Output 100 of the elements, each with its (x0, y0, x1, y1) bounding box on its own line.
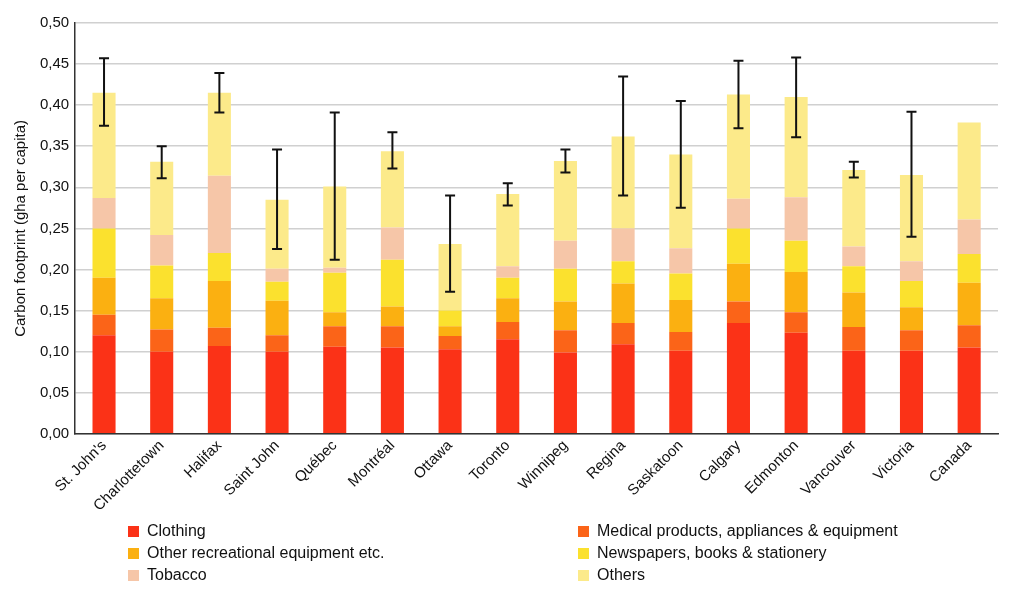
y-tick-label: 0,05 (39, 382, 70, 400)
bar (265, 335, 289, 352)
bar (726, 94, 750, 199)
bar (496, 339, 520, 434)
bar (265, 351, 289, 434)
bar (784, 312, 808, 333)
bar (496, 193, 520, 267)
bar (150, 329, 174, 352)
y-tick-label: 0,25 (39, 218, 70, 236)
bar (669, 350, 693, 434)
bar (207, 327, 231, 346)
bar (380, 151, 404, 228)
bar (726, 228, 750, 264)
bar (92, 335, 116, 434)
bar (207, 253, 231, 281)
y-tick-label: 0,10 (39, 341, 70, 359)
bar (323, 312, 347, 327)
bar (380, 227, 404, 260)
bar (669, 154, 693, 249)
legend-label: Other recreational equipment etc. (147, 543, 385, 563)
bar (553, 330, 577, 353)
bar (784, 197, 808, 241)
y-tick-label: 0,40 (39, 95, 70, 113)
legend-label: Newspapers, books & stationery (597, 543, 827, 563)
bar (323, 272, 347, 313)
bar (496, 322, 520, 340)
bar (438, 349, 462, 434)
y-tick-label: 0,50 (39, 13, 70, 31)
bar (611, 344, 635, 434)
bar (553, 268, 577, 302)
y-tick-label: 0,00 (39, 423, 70, 441)
bar (899, 175, 924, 262)
bar (957, 282, 981, 326)
bar (553, 301, 577, 331)
bar (611, 228, 635, 262)
bar (265, 199, 289, 269)
bar (380, 326, 404, 348)
y-tick-label: 0,35 (39, 136, 70, 154)
bar (899, 330, 924, 351)
bar (496, 266, 520, 278)
bar (726, 263, 750, 302)
bar (207, 92, 231, 176)
bar (726, 322, 750, 434)
bar (784, 271, 808, 313)
bar (669, 273, 693, 300)
bar (842, 327, 866, 351)
bar (323, 267, 347, 273)
bar (496, 298, 520, 323)
bar (669, 299, 693, 332)
bar (611, 261, 635, 284)
legend-label: Medical products, appliances & equipment (597, 521, 898, 541)
bar (92, 228, 116, 278)
bar (842, 292, 866, 328)
bar (611, 283, 635, 323)
bar (207, 281, 231, 328)
bar (323, 326, 347, 347)
bar (438, 310, 462, 327)
bar (842, 350, 866, 434)
y-tick-label: 0,30 (39, 177, 70, 195)
bar (265, 268, 289, 282)
bar (92, 198, 116, 229)
bar (438, 326, 462, 337)
bar (380, 306, 404, 327)
bar (842, 170, 866, 247)
bar (899, 350, 924, 434)
bar (726, 198, 750, 229)
bar (784, 240, 808, 272)
bar (669, 248, 693, 274)
bar (380, 259, 404, 307)
bar (438, 336, 462, 350)
bar (842, 266, 866, 293)
bar (207, 345, 231, 434)
bar (784, 332, 808, 434)
y-tick-label: 0,20 (39, 259, 70, 277)
bar (150, 298, 174, 330)
bar (150, 351, 174, 434)
bar (265, 281, 289, 301)
bar (553, 240, 577, 269)
bar (323, 186, 347, 268)
y-tick-label: 0,45 (39, 54, 70, 72)
bar (899, 281, 924, 308)
bar (92, 277, 116, 315)
bar (611, 322, 635, 345)
bar (669, 331, 693, 351)
y-axis-title: Carbon footprint (gha per capita) (11, 120, 29, 337)
legend-label: Tobacco (147, 565, 207, 585)
bar (899, 261, 924, 281)
y-tick-label: 0,15 (39, 300, 70, 318)
bar (323, 346, 347, 434)
bar (726, 301, 750, 323)
legend-label: Clothing (147, 521, 206, 541)
bar (496, 277, 520, 299)
bar (957, 253, 981, 283)
bar (842, 246, 866, 267)
bar (438, 244, 462, 311)
legend-label: Others (597, 565, 646, 585)
bar (611, 136, 635, 229)
bar (92, 92, 116, 199)
bar (207, 175, 231, 254)
bar (150, 265, 174, 299)
